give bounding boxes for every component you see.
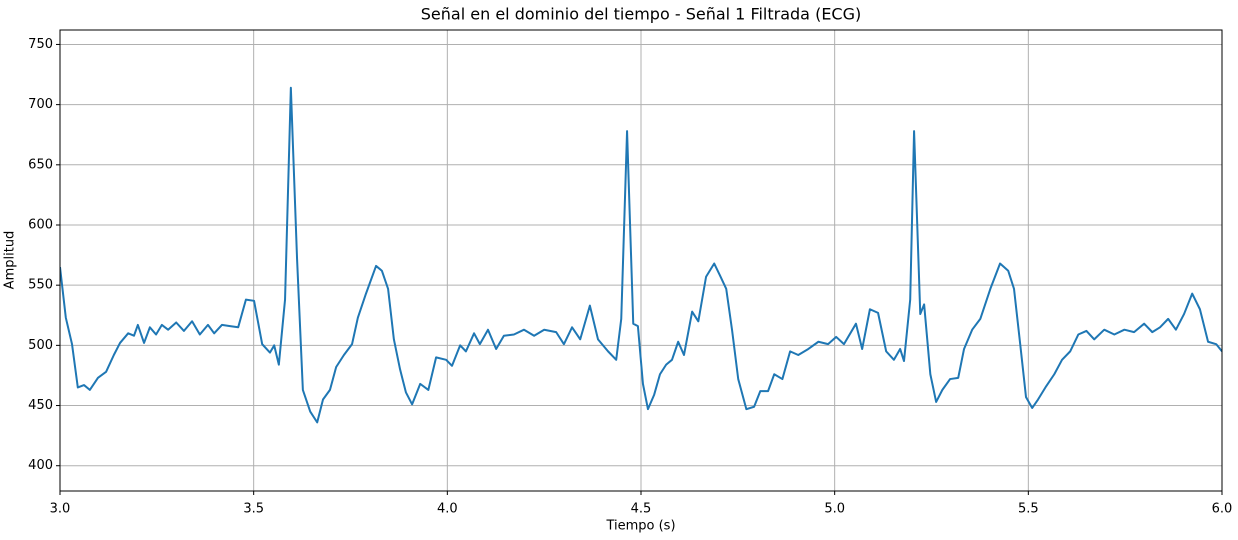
x-axis-label: Tiempo (s) (605, 519, 675, 534)
y-axis-label: Amplitud (3, 231, 18, 290)
y-tick-label: 550 (28, 278, 53, 293)
plot-area (60, 86, 1222, 424)
grid (59, 30, 1223, 491)
y-tick-label: 500 (28, 338, 53, 353)
y-tick-label: 650 (28, 157, 53, 172)
x-tick-label: 3.5 (243, 502, 264, 517)
y-tick-label: 750 (28, 37, 53, 52)
x-tick-label: 4.5 (631, 502, 652, 517)
y-tick-label: 400 (28, 458, 53, 473)
chart-title: Señal en el dominio del tiempo - Señal 1… (421, 5, 861, 24)
x-tick-label: 5.5 (1018, 502, 1039, 517)
x-tick-label: 5.0 (824, 502, 845, 517)
x-tick-label: 6.0 (1212, 502, 1233, 517)
x-tick-label: 4.0 (437, 502, 458, 517)
y-tick-label: 700 (28, 97, 53, 112)
y-tick-label: 450 (28, 398, 53, 413)
data-line (60, 86, 1222, 424)
x-tick-label: 3.0 (50, 502, 71, 517)
y-tick-label: 600 (28, 217, 53, 232)
